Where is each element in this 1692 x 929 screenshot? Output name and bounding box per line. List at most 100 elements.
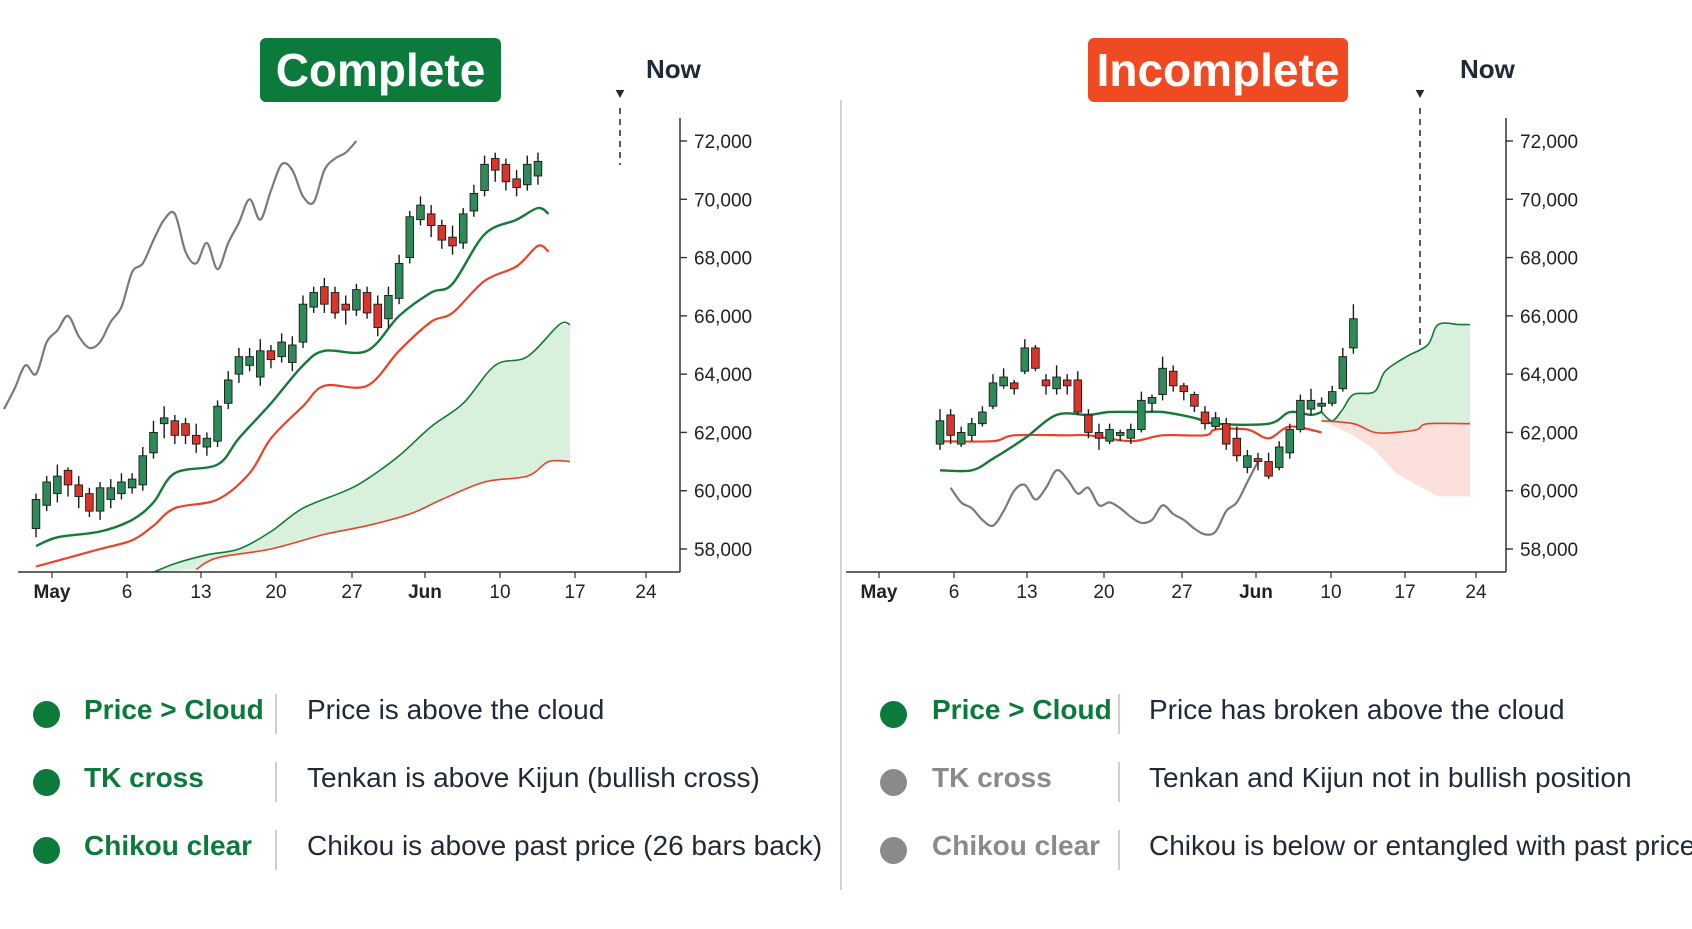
candle-body — [533, 160, 543, 177]
candle-body — [394, 262, 404, 299]
candle — [1306, 388, 1316, 415]
candle — [245, 347, 254, 372]
candle — [191, 423, 201, 453]
check-dot — [33, 837, 60, 864]
candle — [1020, 339, 1030, 375]
candle — [341, 295, 350, 325]
candle-body — [1158, 367, 1167, 395]
kumo-cloud-bear — [1321, 420, 1470, 497]
x-tick-label: 10 — [1320, 582, 1341, 603]
panel-divider — [840, 100, 842, 890]
candle — [1137, 391, 1146, 433]
candle — [53, 464, 62, 503]
candle — [1147, 394, 1157, 413]
candle-body — [234, 356, 244, 375]
x-tick-label: 24 — [1465, 582, 1487, 603]
check-desc: Price is above the cloud — [307, 694, 605, 725]
candle-body — [1137, 399, 1146, 430]
incomplete-panel: Incomplete Now 72,000 70,000 68,000 66,000 6… — [846, 0, 1692, 929]
candle-body — [330, 292, 340, 314]
candle-body — [31, 499, 41, 530]
candle — [1031, 345, 1040, 372]
candle — [85, 487, 94, 517]
incomplete-chart: 72,000 70,000 68,000 66,000 64,000 62,000 60,0… — [846, 90, 1578, 603]
candle-body — [935, 420, 945, 445]
candle-body — [1338, 356, 1348, 390]
candle-body — [978, 411, 987, 425]
check-label: TK cross — [932, 762, 1052, 793]
candle-body — [946, 414, 955, 436]
kumo-cloud — [154, 324, 570, 572]
candle-body — [1179, 385, 1189, 393]
candle-body — [1243, 455, 1252, 468]
now-triangle-icon — [615, 90, 625, 98]
candle — [223, 371, 233, 410]
candle — [202, 432, 212, 456]
candle-body — [1317, 402, 1326, 407]
candle-body — [999, 376, 1008, 387]
candle-body — [437, 225, 447, 241]
candle-body — [1126, 429, 1136, 439]
candle-body — [1253, 458, 1263, 463]
candle-body — [1349, 318, 1358, 349]
y-tick-label: 68,000 — [694, 249, 752, 270]
candle-body — [1105, 429, 1114, 442]
candle-body — [1296, 399, 1305, 430]
complete-panel: Complete Now 72,000 70,000 68,000 66,000 64,… — [3, 38, 822, 870]
candle-body — [117, 481, 126, 495]
candle — [1317, 397, 1326, 413]
x-tick-label: May — [34, 582, 71, 603]
candle-body — [448, 236, 457, 247]
candle — [935, 409, 945, 450]
candle-body — [352, 289, 361, 311]
candle — [63, 467, 73, 497]
candle — [106, 479, 116, 509]
candle-body — [138, 455, 148, 486]
candle — [1041, 374, 1051, 395]
candle — [31, 493, 41, 538]
candle — [512, 170, 521, 197]
candle-body — [309, 292, 318, 308]
candle — [170, 414, 180, 445]
check-separator — [275, 762, 277, 802]
candle-body — [1084, 414, 1093, 433]
now-triangle-icon — [1415, 90, 1425, 98]
kijun-line — [35, 244, 550, 568]
candle — [956, 426, 966, 447]
candle-body — [85, 493, 94, 512]
candle — [1190, 391, 1199, 413]
y-tick-label: 62,000 — [694, 423, 752, 444]
candle-body — [106, 487, 116, 500]
candle-body — [1274, 446, 1284, 468]
candle-body — [1285, 429, 1295, 454]
candle-body — [53, 475, 62, 495]
complete-badge: Complete — [260, 38, 501, 102]
x-tick-label: 27 — [341, 582, 362, 603]
x-tick-label: 20 — [1093, 582, 1114, 603]
candle-body — [1031, 347, 1040, 369]
senkou-span-a-line — [1321, 322, 1470, 422]
candle-body — [277, 341, 286, 358]
candle-body — [1190, 394, 1199, 407]
x-tick-label: 27 — [1171, 582, 1192, 603]
candle — [1338, 347, 1348, 392]
check-row-chikou: Chikou clear Chikou is below or entangle… — [846, 816, 1692, 884]
x-tick-label: 6 — [122, 582, 133, 603]
candle-body — [1221, 423, 1231, 445]
incomplete-badge: Incomplete — [1088, 38, 1348, 102]
x-tick-label: 24 — [635, 582, 657, 603]
candle — [1296, 394, 1305, 433]
candle-body — [523, 163, 532, 186]
candle — [1221, 417, 1231, 450]
candle — [213, 400, 222, 447]
check-separator — [1118, 830, 1120, 870]
now-label: Now — [1460, 54, 1515, 84]
candle — [416, 196, 425, 226]
candle-body — [1073, 379, 1083, 413]
candle-body — [42, 481, 51, 506]
check-desc: Price has broken above the cloud — [1149, 694, 1565, 725]
candle — [533, 152, 543, 185]
candle-body — [1052, 376, 1061, 390]
candle-body — [490, 158, 500, 171]
candle — [1200, 406, 1210, 430]
